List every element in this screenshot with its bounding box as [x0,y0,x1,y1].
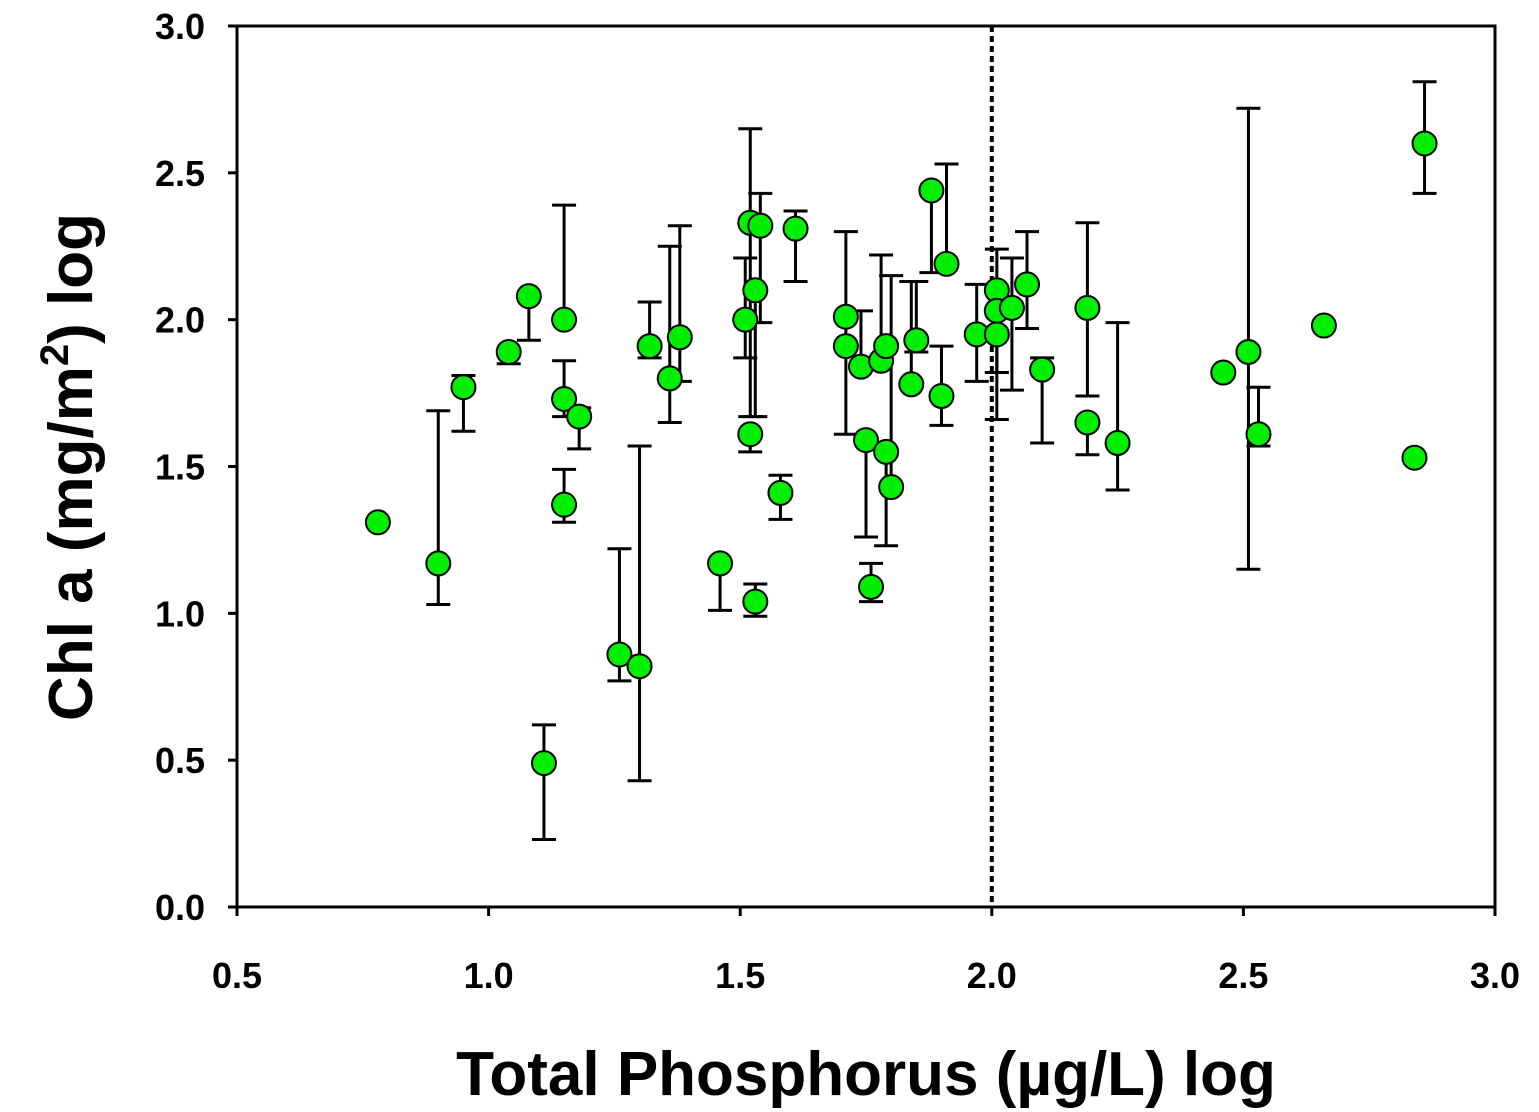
point [767,479,794,506]
point [551,385,578,412]
point [742,277,769,304]
y-tick-label: 1.5 [155,447,205,488]
point [782,215,809,242]
point [1401,444,1428,471]
x-tick-label: 1.5 [715,955,765,996]
point [903,327,930,354]
point [636,333,663,360]
point [1029,356,1056,383]
point [1210,359,1237,386]
y-tick-label: 0.0 [155,887,205,928]
point [707,550,734,577]
x-tick-label: 2.5 [1218,955,1268,996]
point [425,550,452,577]
x-axis-title: Total Phosphorus (µg/L) log [456,1040,1276,1109]
point [928,383,955,410]
point [1245,421,1272,448]
point [878,474,905,501]
y-tick-label: 2.5 [155,153,205,194]
x-tick-label: 3.0 [1470,955,1520,996]
point [551,306,578,333]
x-tick-label: 2.0 [967,955,1017,996]
point [606,641,633,668]
point [1074,294,1101,321]
point [626,653,653,680]
y-tick-label: 0.5 [155,740,205,781]
point [858,573,885,600]
point [530,750,557,777]
y-tick-label: 2.0 [155,300,205,341]
point [898,371,925,398]
point [1104,430,1131,457]
point [873,438,900,465]
point [515,283,542,310]
y-axis-title-part: Chl a (mg/m [37,366,106,721]
point [566,403,593,430]
y-tick-label: 3.0 [155,6,205,47]
x-tick-label: 0.5 [212,955,262,996]
point [732,306,759,333]
point [933,250,960,277]
point [364,509,391,536]
point [656,365,683,392]
point [747,212,774,239]
point [1411,130,1438,157]
point [918,177,945,204]
point [1014,271,1041,298]
x-tick-label: 1.0 [464,955,514,996]
y-axis-title: Chl a (mg/m2) log [33,213,106,721]
point [1235,338,1262,365]
y-tick-label: 1.0 [155,593,205,634]
point [666,324,693,351]
point [742,588,769,615]
point [853,427,879,454]
point [873,333,900,360]
point [495,338,522,365]
y-axis-title-part: ) log [37,213,106,344]
point [998,294,1025,321]
point [450,374,477,401]
point [1074,409,1101,436]
point [737,421,764,448]
point [983,321,1010,348]
y-axis-title-sup: 2 [33,344,77,366]
point [551,491,578,518]
point [1310,312,1337,339]
point [832,303,859,330]
point [832,333,859,360]
